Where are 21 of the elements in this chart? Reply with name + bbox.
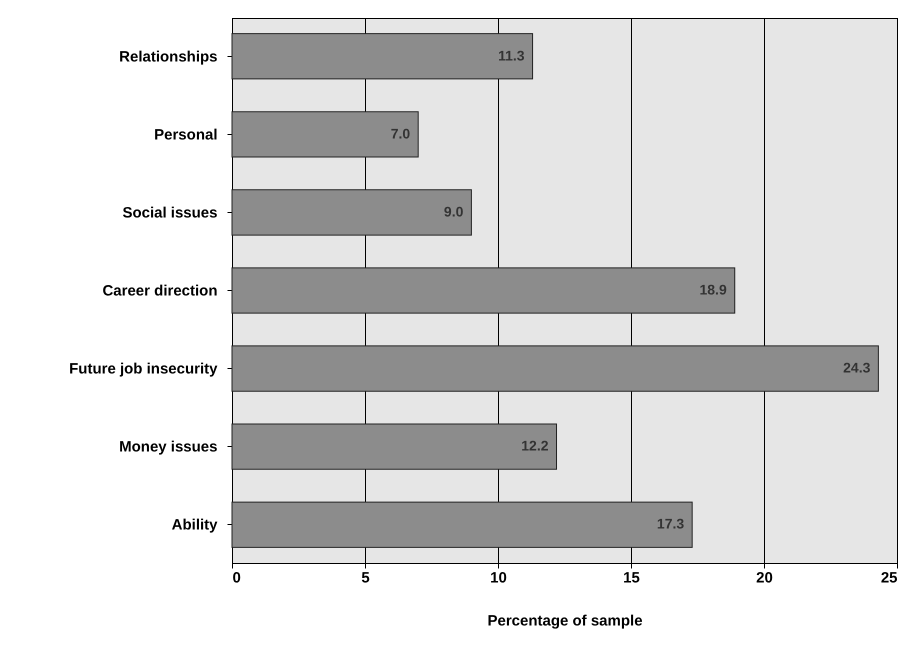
- data-label: 7.0: [390, 125, 410, 142]
- data-label: 24.3: [843, 360, 871, 376]
- data-label: 18.9: [699, 282, 727, 298]
- y-tick-label: Relationships: [119, 48, 218, 66]
- y-tick-label: Career direction: [102, 282, 218, 300]
- y-tick-label: Money issues: [119, 438, 218, 456]
- y-tick-label: Ability: [172, 516, 218, 534]
- x-tick-label: 20: [756, 570, 773, 586]
- x-tick-label: 5: [361, 570, 370, 586]
- x-tick-label: 25: [880, 570, 898, 586]
- x-tick-label: 10: [490, 570, 507, 586]
- x-tick-label: 15: [623, 570, 640, 586]
- x-axis-title: Percentage of sample: [487, 612, 643, 630]
- y-tick-label: Social issues: [122, 204, 218, 222]
- data-label: 17.3: [656, 516, 684, 532]
- y-tick-label: Personal: [154, 126, 218, 144]
- x-tick-label: 0: [232, 570, 241, 586]
- data-label: 11.3: [498, 47, 525, 64]
- data-label: 12.2: [521, 438, 549, 454]
- data-label: 9.0: [444, 203, 464, 220]
- y-tick-label: Future job insecurity: [69, 360, 218, 378]
